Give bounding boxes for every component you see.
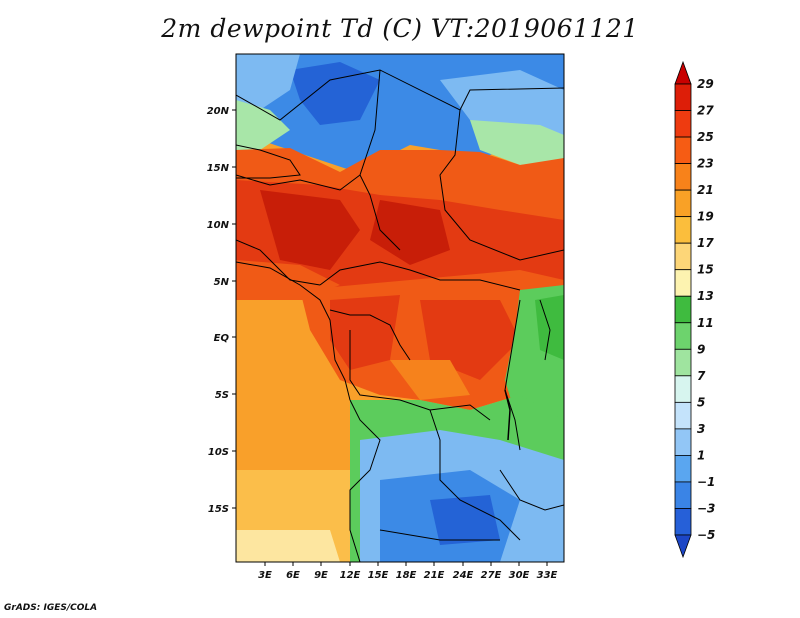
sahel-green-west <box>236 100 290 150</box>
colorbar-swatch <box>674 401 692 430</box>
colorbar-label: −1 <box>697 475 715 489</box>
lake-tanganyika-outline <box>504 389 511 441</box>
colorbar-label: −5 <box>697 528 715 542</box>
colorbar-label: 7 <box>697 369 706 383</box>
chad-sudan-boundary <box>439 109 564 261</box>
lon-label-18e: 18E <box>396 570 417 581</box>
colorbar-label: 17 <box>697 236 714 250</box>
colorbar-swatch <box>674 83 692 111</box>
angola-zambia-boundary <box>429 409 521 541</box>
lon-label-6e: 6E <box>286 570 300 581</box>
central-boundary <box>319 261 521 291</box>
gabon-congo-boundary <box>329 309 411 361</box>
colorbar-label: 27 <box>697 104 714 118</box>
zambia-very-dry <box>430 495 500 545</box>
west-sahara-zone <box>236 54 300 110</box>
lat-label-10s: 10S <box>208 447 229 458</box>
coastline-north <box>235 144 301 179</box>
colorbar-swatch <box>674 508 692 536</box>
latitude-axis: 20N 15N 10N 5N EQ 5S 10S 15S <box>207 106 236 515</box>
map-title: 2m dewpoint Td (C) VT:2019061121 <box>161 14 639 43</box>
sahara-very-dry-zone <box>290 62 380 125</box>
colorbar-swatch <box>674 136 692 164</box>
lon-label-27e: 27E <box>481 570 502 581</box>
grads-credit: GrADS: IGES/COLA <box>4 603 98 613</box>
colorbar-label: 25 <box>697 130 714 144</box>
lon-label-21e: 21E <box>424 570 445 581</box>
colorbar-swatch <box>674 375 692 403</box>
lat-label-15n: 15N <box>207 163 230 174</box>
colorbar-label: 9 <box>697 342 705 356</box>
colorbar-swatch <box>674 189 692 218</box>
country-boundaries <box>236 69 564 562</box>
drc-south-boundary <box>349 330 491 421</box>
colorbar-swatch <box>674 216 692 244</box>
lon-label-30e: 30E <box>509 570 530 581</box>
colorbar-label: 5 <box>697 395 705 409</box>
drc-central-zone <box>390 360 470 400</box>
colorbar-label: 11 <box>697 316 714 330</box>
colorbar-bottom-arrow <box>674 534 692 559</box>
lon-label-33e: 33E <box>537 570 558 581</box>
colorbar-label: 1 <box>697 448 705 462</box>
eastern-sahara-zone <box>440 70 564 140</box>
west-coast-boundary <box>236 239 321 286</box>
nigeria-very-humid-zone <box>260 190 360 270</box>
colorbar-top-arrow <box>674 60 692 85</box>
lat-label-10n: 10N <box>207 220 230 231</box>
colorbar-label: 29 <box>697 77 714 91</box>
lat-label-15s: 15S <box>208 504 229 515</box>
sahel-green-east <box>470 120 564 165</box>
colorbar-swatch <box>674 110 692 138</box>
colorbar-swatch <box>674 455 692 483</box>
south-atlantic-cool <box>236 530 340 562</box>
colorbar-label: 15 <box>697 263 714 277</box>
lon-label-9e: 9E <box>314 570 328 581</box>
colorbar-label: −3 <box>697 501 715 515</box>
colorbar-swatch <box>674 428 692 456</box>
coastline-west-africa <box>235 261 351 401</box>
lat-label-eq: EQ <box>214 333 230 344</box>
colorbar-swatch <box>674 269 692 297</box>
mali-niger-boundary <box>236 174 361 191</box>
map-frame <box>235 53 565 563</box>
colorbar-swatch <box>674 295 692 324</box>
uganda-kenya-boundary <box>539 299 551 361</box>
gabon-congo-zone <box>330 295 400 370</box>
lon-label-15e: 15E <box>368 570 389 581</box>
colorbar-swatch <box>674 322 692 350</box>
colorbar-swatch <box>674 348 692 377</box>
dewpoint-field <box>236 54 564 562</box>
angola-coast-boundary <box>349 399 381 562</box>
colorbar-label: 21 <box>697 183 714 197</box>
longitude-axis: 3E 6E 9E 12E 15E 18E 21E 24E 27E 30E 33E <box>258 562 558 581</box>
colorbar-swatch <box>674 163 692 191</box>
lon-label-24e: 24E <box>453 570 474 581</box>
colorbar-label: 19 <box>697 210 714 224</box>
chad-car-very-humid-zone <box>370 200 450 265</box>
lat-label-20n: 20N <box>207 106 230 117</box>
lon-label-3e: 3E <box>258 570 272 581</box>
southern-boundary <box>379 529 500 541</box>
lat-label-5n: 5N <box>214 277 230 288</box>
colorbar-swatch <box>674 242 692 271</box>
niger-chad-boundary <box>359 69 401 251</box>
colorbar-label: 13 <box>697 289 714 303</box>
lat-label-5s: 5S <box>215 390 229 401</box>
colorbar-label: 23 <box>697 157 714 171</box>
east-rift-boundary <box>504 299 521 451</box>
colorbar-label: 3 <box>697 422 705 436</box>
colorbar-swatch <box>674 481 692 509</box>
lon-label-12e: 12E <box>340 570 361 581</box>
colorbar: 29 27 25 23 21 19 17 15 13 11 9 7 5 3 1 −1 −3 −5 <box>674 60 715 559</box>
zambia-mozambique-boundary <box>499 469 564 511</box>
